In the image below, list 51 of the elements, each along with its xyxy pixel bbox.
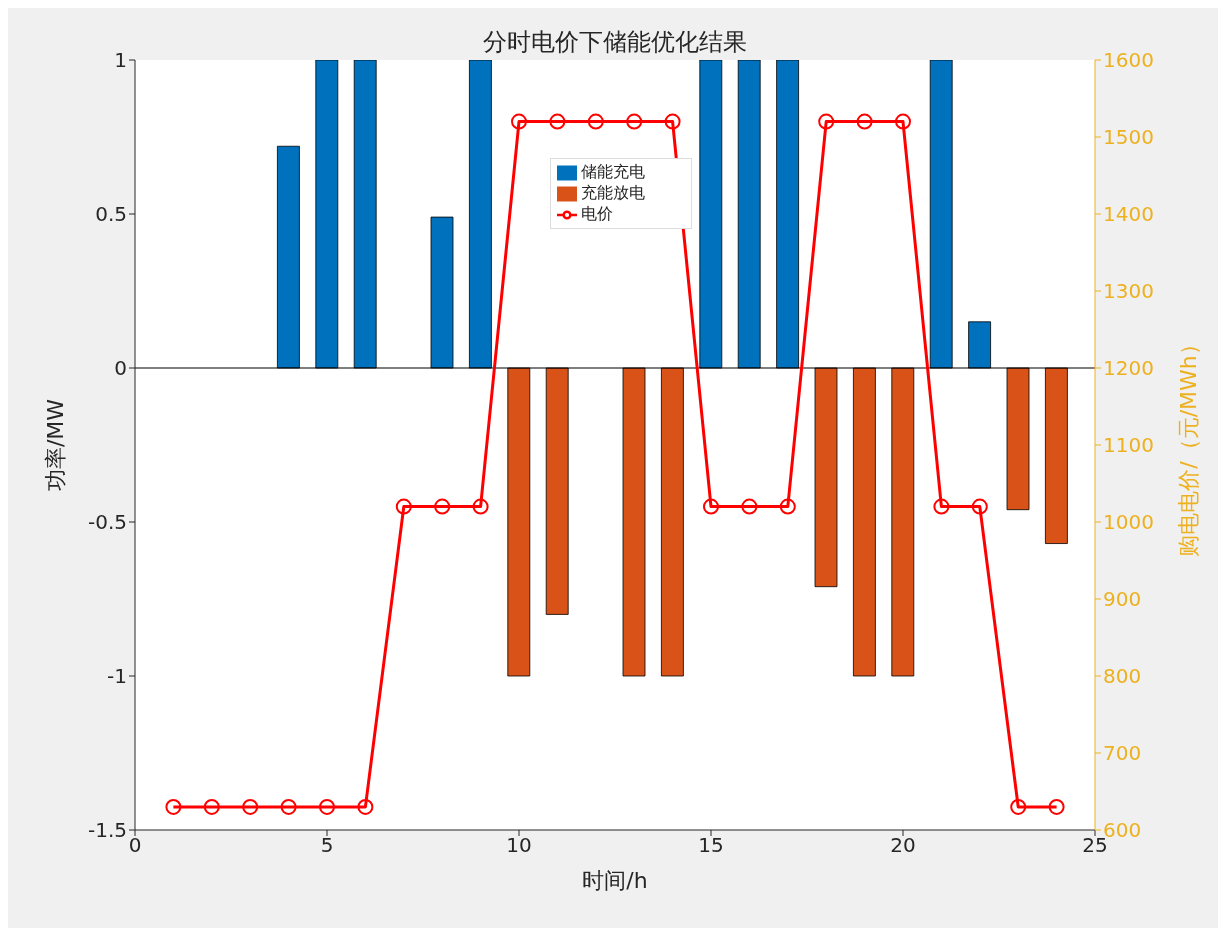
y2-tick-label: 900 — [1103, 587, 1142, 612]
point — [703, 498, 719, 515]
y2-tick-label: 1000 — [1103, 510, 1154, 535]
point — [971, 498, 988, 515]
y-tick-label: -0.5 — [87, 510, 127, 535]
point — [165, 798, 182, 815]
y-axis-title: 功率/MW — [42, 398, 68, 492]
point — [511, 113, 527, 130]
x-tick-label: 5 — [320, 833, 334, 858]
y2-tick-label: 1200 — [1103, 356, 1154, 381]
point — [472, 498, 489, 515]
y2-tick-label: 1400 — [1103, 202, 1154, 227]
x-tick-label: 15 — [698, 833, 724, 858]
point — [395, 498, 412, 515]
y2-tick-label: 1500 — [1103, 125, 1154, 150]
point — [319, 798, 335, 815]
point — [587, 113, 604, 130]
y2-axis-title: 购电电价/（元/MWh） — [1175, 333, 1201, 557]
point — [434, 498, 451, 515]
y2-tick-label: 1600 — [1103, 48, 1154, 73]
point — [779, 498, 796, 515]
y-tick-label: 1 — [114, 48, 127, 73]
point — [741, 498, 758, 515]
x-tick-label: 20 — [890, 833, 916, 858]
point — [280, 798, 297, 815]
point — [549, 113, 566, 130]
y2-tick-label: 1300 — [1103, 279, 1154, 304]
point — [818, 113, 835, 130]
point — [895, 113, 911, 130]
y-tick-label: -1.5 — [87, 818, 127, 843]
point — [856, 113, 873, 130]
legend-label: 电价 — [581, 204, 613, 223]
point — [242, 798, 259, 815]
x-axis-title: 时间/h — [582, 868, 648, 893]
chart-title: 分时电价下储能优化结果 — [482, 27, 748, 58]
point — [1048, 798, 1065, 815]
point — [1010, 798, 1027, 815]
legend-label: 储能充电 — [581, 162, 645, 181]
y-tick-label: 0.5 — [95, 202, 127, 227]
y-tick-label: 0 — [114, 356, 127, 381]
point — [933, 498, 950, 515]
point — [357, 798, 374, 815]
y2-tick-label: 800 — [1103, 664, 1142, 689]
legend-label: 充能放电 — [581, 183, 645, 202]
y2-tick-label: 1100 — [1103, 433, 1154, 458]
point — [203, 798, 220, 815]
y-tick-label: -1 — [107, 664, 127, 689]
point — [626, 113, 643, 130]
point — [664, 113, 681, 130]
y2-tick-label: 700 — [1103, 741, 1142, 766]
x-tick-label: 10 — [506, 833, 532, 858]
